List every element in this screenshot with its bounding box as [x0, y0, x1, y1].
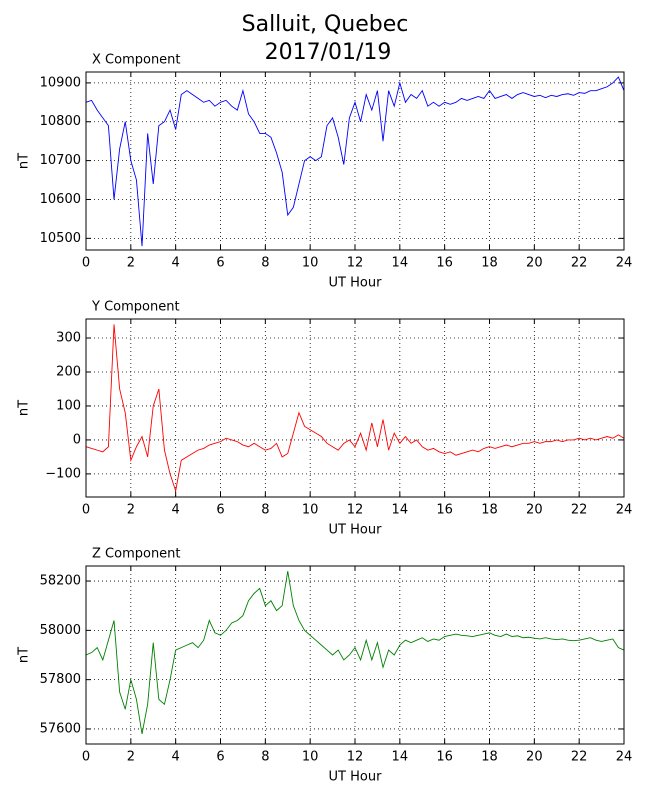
y-tick-label: 100 [56, 398, 81, 413]
y-tick-label: 10500 [40, 231, 81, 246]
x-tick-label: 18 [481, 256, 498, 271]
x-axis-label: UT Hour [329, 276, 383, 291]
data-line [85, 571, 625, 734]
y-tick-label: 10800 [40, 114, 81, 129]
x-tick-label: 2 [127, 256, 135, 271]
x-tick-label: 24 [616, 750, 633, 765]
x-tick-label: 22 [571, 750, 588, 765]
figure-title: Salluit, Quebec [242, 12, 409, 37]
x-tick-label: 14 [392, 256, 409, 271]
x-tick-label: 6 [216, 503, 224, 518]
x-axis-label: UT Hour [329, 770, 383, 785]
y-tick-label: 58000 [40, 623, 81, 638]
y-tick-label: 10600 [40, 192, 81, 207]
panel-title: Y Component [91, 300, 180, 315]
x-tick-label: 6 [216, 256, 224, 271]
x-tick-label: 8 [261, 750, 269, 765]
x-axis-label: UT Hour [329, 523, 383, 538]
figure-subtitle: 2017/01/19 [265, 40, 392, 65]
x-tick-label: 12 [347, 256, 364, 271]
x-tick-label: 12 [347, 503, 364, 518]
x-tick-label: 20 [526, 503, 543, 518]
y-tick-label: 57800 [40, 672, 81, 687]
x-tick-label: 16 [436, 503, 453, 518]
x-tick-label: 16 [436, 256, 453, 271]
y-tick-label: −100 [45, 466, 81, 481]
x-tick-label: 12 [347, 750, 364, 765]
x-tick-label: 24 [616, 256, 633, 271]
x-tick-label: 4 [172, 750, 180, 765]
y-axis-label: nT [17, 153, 32, 169]
x-tick-label: 22 [571, 256, 588, 271]
x-tick-label: 8 [261, 503, 269, 518]
x-tick-label: 2 [127, 503, 135, 518]
x-tick-label: 4 [172, 503, 180, 518]
panel-title: X Component [92, 53, 181, 68]
x-tick-label: 4 [172, 256, 180, 271]
x-tick-label: 0 [82, 503, 90, 518]
x-tick-label: 18 [481, 750, 498, 765]
plot-frame [85, 71, 625, 251]
x-tick-label: 0 [82, 256, 90, 271]
x-tick-label: 8 [261, 256, 269, 271]
y-tick-label: 10900 [40, 75, 81, 90]
data-line [85, 324, 625, 492]
panel-title: Z Component [92, 547, 181, 562]
data-line [85, 76, 625, 247]
x-tick-label: 10 [302, 503, 319, 518]
y-tick-label: 58200 [40, 574, 81, 589]
x-tick-label: 16 [436, 750, 453, 765]
x-tick-label: 18 [481, 503, 498, 518]
y-tick-label: 0 [73, 432, 81, 447]
x-tick-label: 10 [302, 256, 319, 271]
plot-frame [85, 318, 625, 498]
x-tick-label: 0 [82, 750, 90, 765]
y-axis-label: nT [17, 400, 32, 416]
y-tick-label: 300 [56, 331, 81, 346]
x-tick-label: 20 [526, 750, 543, 765]
x-tick-label: 20 [526, 256, 543, 271]
y-tick-label: 10700 [40, 153, 81, 168]
x-tick-label: 10 [302, 750, 319, 765]
y-tick-label: 57600 [40, 721, 81, 736]
y-tick-label: 200 [56, 364, 81, 379]
x-tick-label: 24 [616, 503, 633, 518]
y-axis-label: nT [17, 647, 32, 663]
x-tick-label: 14 [392, 750, 409, 765]
x-tick-label: 22 [571, 503, 588, 518]
x-tick-label: 6 [216, 750, 224, 765]
x-tick-label: 2 [127, 750, 135, 765]
plot-frame [85, 565, 625, 745]
x-tick-label: 14 [392, 503, 409, 518]
